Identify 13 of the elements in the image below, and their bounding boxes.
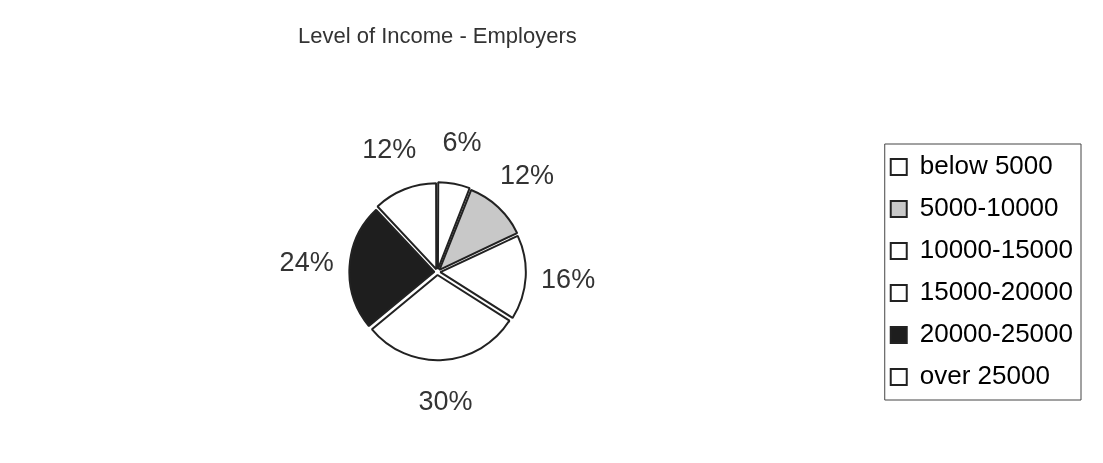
chart-title: Level of Income - Employers	[297, 23, 577, 49]
legend-label: 15000-20000	[919, 276, 1074, 307]
legend-label: below 5000	[919, 150, 1053, 181]
data-label: 16%	[541, 263, 596, 294]
data-label: 24%	[279, 247, 334, 278]
data-label: 6%	[442, 126, 482, 157]
data-label: 30%	[418, 386, 473, 417]
data-label: 12%	[500, 159, 555, 190]
legend-label: over 25000	[919, 360, 1050, 391]
legend-label: 10000-15000	[919, 234, 1074, 265]
legend-label: 5000-10000	[919, 192, 1059, 223]
data-label: 12%	[362, 133, 417, 164]
legend-label: 20000-25000	[919, 318, 1074, 349]
